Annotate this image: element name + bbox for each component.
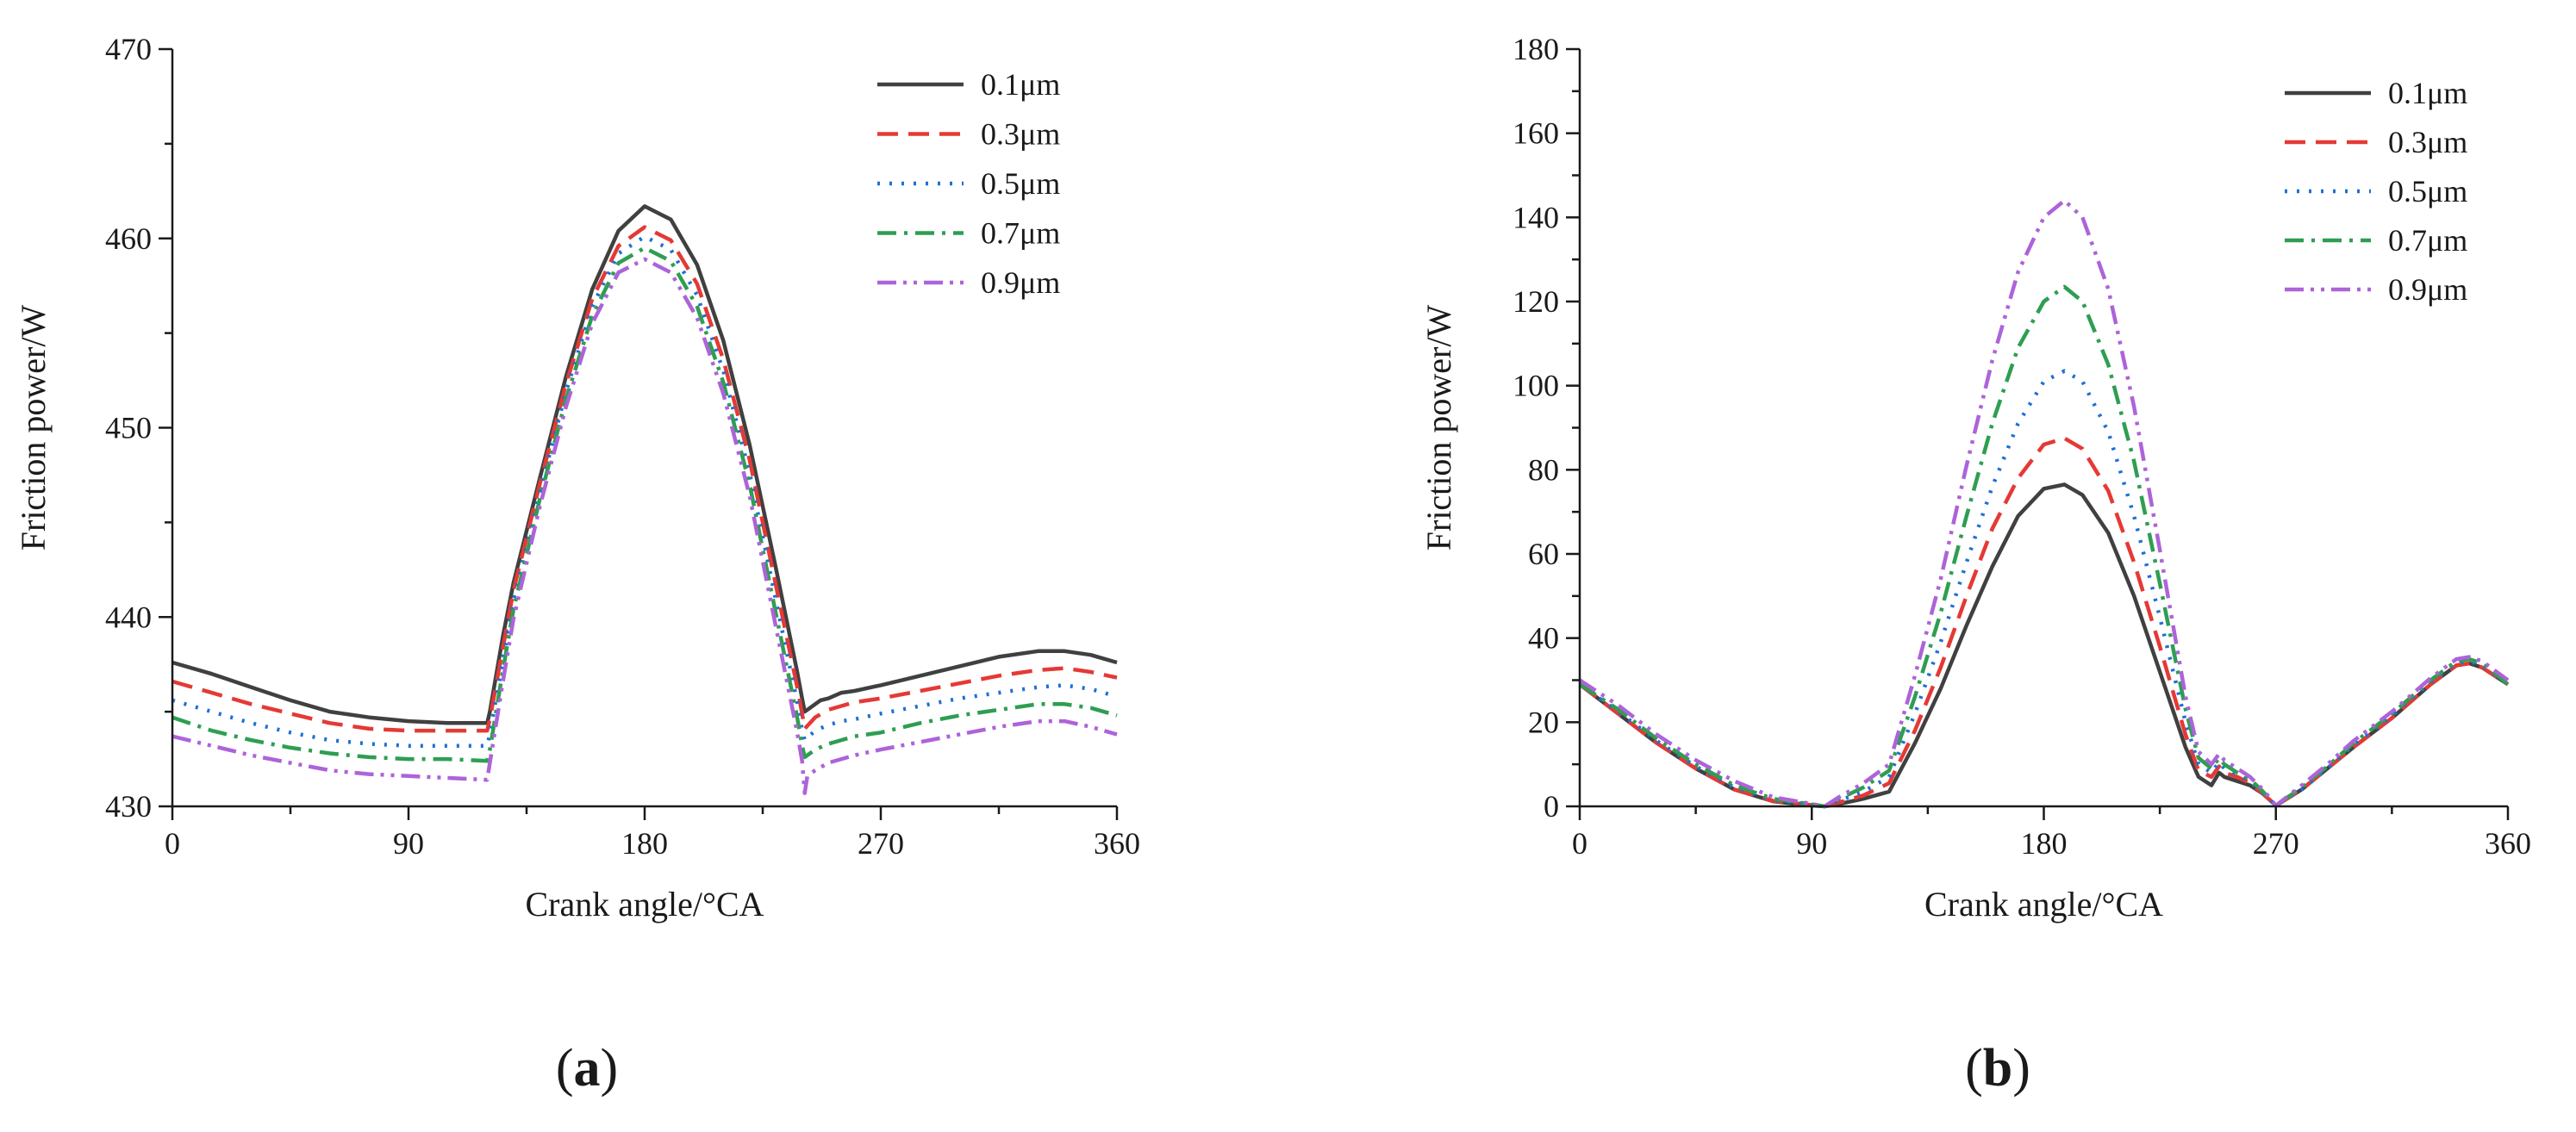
series-line-0-1um — [172, 204, 1118, 725]
x-axis-title: Crank angle/°CA — [1924, 885, 2163, 924]
legend-label: 0.7μm — [981, 216, 1060, 251]
y-tick-label: 40 — [1528, 621, 1559, 656]
x-tick-label: 270 — [2253, 826, 2299, 861]
y-tick-label: 140 — [1513, 200, 1559, 234]
series-line-0-9um — [1578, 198, 2510, 809]
x-tick-label: 90 — [1796, 826, 1827, 861]
series-line-0-3um — [172, 225, 1118, 733]
chart-panel-a: 0 90 180 270 360 430 440 450 460 470 Crank angle/°… — [14, 32, 1140, 1098]
legend-label: 0.3μm — [2388, 125, 2467, 159]
y-axis-title: Friction power/W — [14, 305, 53, 551]
panel-label-letter: a — [574, 1039, 601, 1098]
y-tick-label: 430 — [105, 789, 152, 824]
y-tick-label: 0 — [1544, 789, 1559, 824]
y-tick-label: 100 — [1513, 369, 1559, 403]
y-tick-label: 180 — [1513, 32, 1559, 66]
series-line-0-7um — [172, 246, 1118, 763]
x-tick-label: 360 — [2485, 826, 2531, 861]
legend-label: 0.5μm — [2388, 174, 2467, 208]
legend: 0.1μm 0.3μm 0.5μm 0.7μm 0.9μm — [2285, 76, 2467, 307]
legend-label: 0.7μm — [2388, 223, 2467, 258]
x-tick-label: 0 — [1572, 826, 1587, 861]
x-tick-label: 180 — [2021, 826, 2068, 861]
y-tick-label: 120 — [1513, 284, 1559, 319]
series-line-0-1um — [1578, 482, 2510, 809]
x-tick-label: 90 — [393, 826, 424, 861]
legend-label: 0.3μm — [981, 117, 1060, 152]
series-line-0-7um — [1578, 284, 2510, 809]
series-line-0-5um — [172, 234, 1118, 748]
series-line-0-3um — [1578, 436, 2510, 809]
panel-label: (a) — [556, 1039, 618, 1098]
y-tick-label: 440 — [105, 600, 152, 634]
legend: 0.1μm 0.3μm 0.5μm 0.7μm 0.9μm — [877, 67, 1060, 300]
y-tick-label: 460 — [105, 221, 152, 256]
y-tick-label: 450 — [105, 411, 152, 445]
legend-label: 0.9μm — [981, 265, 1060, 300]
panel-label-letter: b — [1983, 1039, 2012, 1098]
x-tick-label: 270 — [858, 826, 904, 861]
legend-label: 0.9μm — [2388, 272, 2467, 307]
series-line-0-5um — [1578, 369, 2510, 809]
x-tick-label: 180 — [621, 826, 668, 861]
y-axis-title: Friction power/W — [1419, 305, 1458, 551]
y-tick-label: 20 — [1528, 705, 1559, 739]
panel-label: (b) — [1965, 1039, 2030, 1098]
y-tick-label: 160 — [1513, 116, 1559, 151]
plot-area — [172, 204, 1118, 795]
x-tick-label: 0 — [165, 826, 180, 861]
legend-label: 0.5μm — [981, 166, 1060, 201]
legend-label: 0.1μm — [981, 67, 1060, 102]
x-axis-title: Crank angle/°CA — [525, 885, 764, 924]
plot-area — [1578, 198, 2510, 809]
y-tick-label: 60 — [1528, 537, 1559, 571]
y-tick-label: 470 — [105, 32, 152, 66]
series-line-0-9um — [172, 257, 1118, 795]
x-tick-label: 360 — [1094, 826, 1140, 861]
chart-panel-b: 0 90 180 270 360 0 20 40 60 80 100 120 140 160 180 Cran… — [1419, 32, 2531, 1098]
y-tick-label: 80 — [1528, 452, 1559, 487]
legend-label: 0.1μm — [2388, 76, 2467, 110]
